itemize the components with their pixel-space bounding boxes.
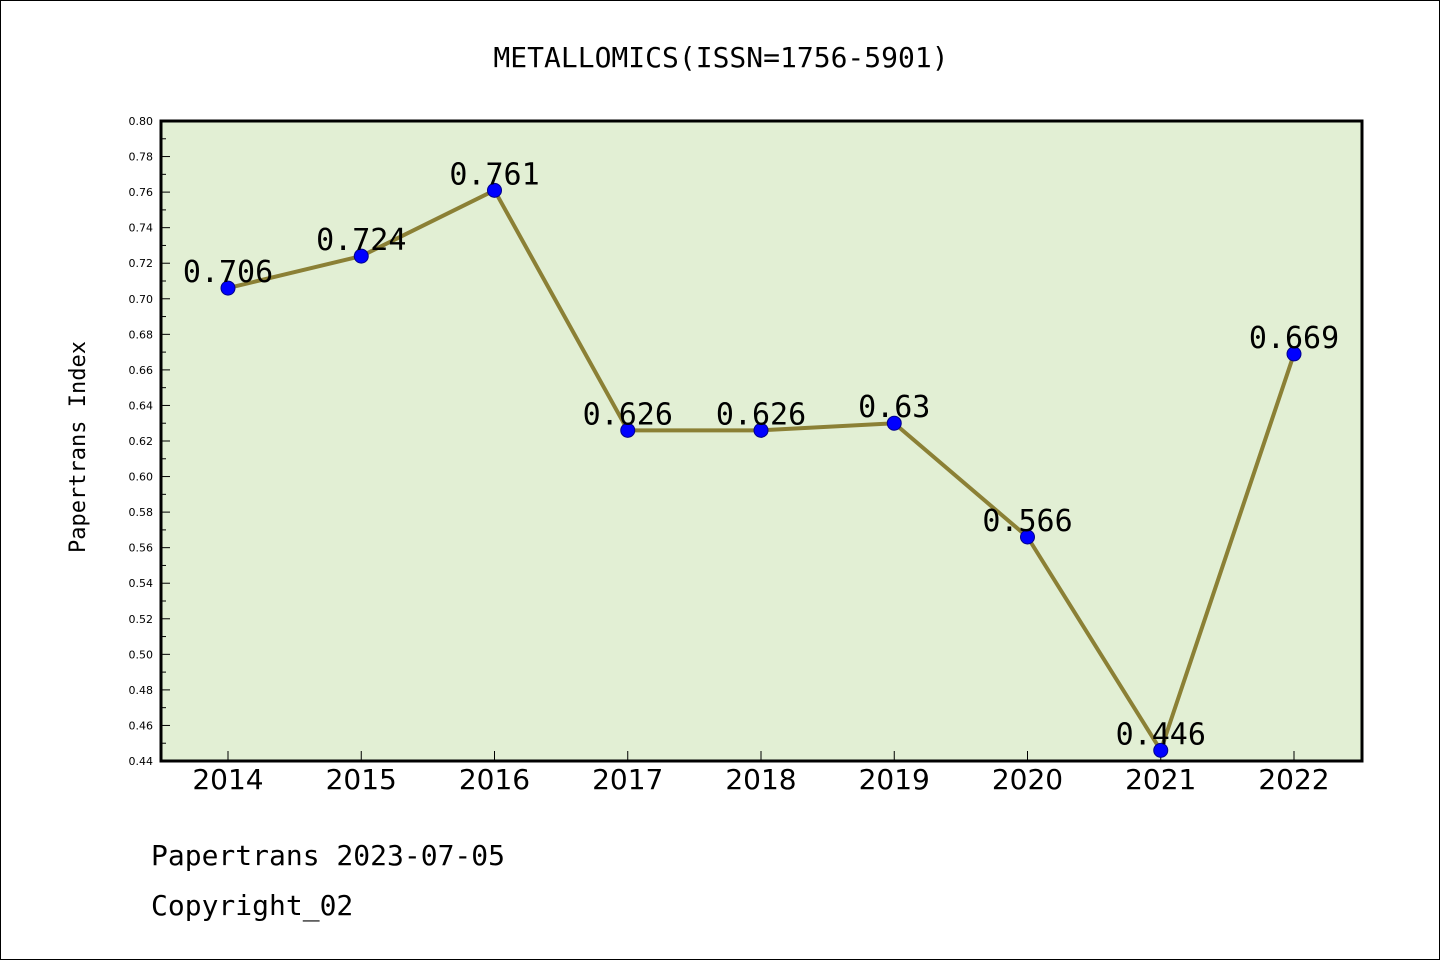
data-point xyxy=(1286,346,1302,362)
data-point xyxy=(753,422,769,438)
x-tick-label: 2014 xyxy=(192,763,263,796)
data-point xyxy=(353,248,369,264)
data-point xyxy=(1020,529,1035,545)
x-tick-label: 2021 xyxy=(1125,763,1196,796)
y-tick-label: 0.74 xyxy=(129,222,154,235)
plot-area xyxy=(161,121,1362,761)
data-point xyxy=(620,422,636,438)
y-tick-label: 0.48 xyxy=(129,684,154,697)
x-tick-label: 2020 xyxy=(992,763,1063,796)
x-axis: 2014 2015 2016 2017 2018 2019 2020 2021 2022 xyxy=(192,751,1330,796)
x-tick-label: 2018 xyxy=(725,763,796,796)
data-label: 0.626 xyxy=(716,397,806,432)
data-label: 0.761 xyxy=(449,157,539,192)
y-tick-label: 0.60 xyxy=(129,471,154,484)
data-label: 0.669 xyxy=(1249,321,1339,356)
y-axis-label: Papertrans Index xyxy=(66,341,91,553)
x-tick-label: 2015 xyxy=(326,763,397,796)
y-tick-label: 0.80 xyxy=(129,115,154,128)
y-tick-label: 0.50 xyxy=(129,648,154,661)
footer-copyright: Copyright_02 xyxy=(151,889,353,923)
data-label: 0.63 xyxy=(858,390,930,425)
data-point xyxy=(1153,742,1169,758)
plot-border xyxy=(159,119,1364,763)
footer-date: Papertrans 2023-07-05 xyxy=(151,839,505,872)
x-tick-label: 2022 xyxy=(1258,763,1329,796)
y-tick-label: 0.68 xyxy=(129,328,154,341)
y-tick-label: 0.66 xyxy=(129,364,154,377)
y-tick-label: 0.64 xyxy=(129,399,154,412)
data-point xyxy=(886,415,902,431)
y-tick-label: 0.54 xyxy=(129,577,154,590)
x-tick-label: 2019 xyxy=(859,763,930,796)
data-label: 0.706 xyxy=(183,255,273,290)
data-label: 0.566 xyxy=(982,504,1072,539)
chart-title: METALLOMICS(ISSN=1756-5901) xyxy=(493,41,948,74)
y-tick-label: 0.72 xyxy=(129,257,154,270)
series-layer: 0.706 0.724 0.761 0.626 0.626 0.63 0.566 0.446 0… xyxy=(183,157,1339,758)
y-tick-label: 0.76 xyxy=(129,186,154,199)
x-tick-label: 2016 xyxy=(459,763,530,796)
data-point xyxy=(487,182,502,198)
data-label: 0.446 xyxy=(1116,717,1206,752)
y-tick-label: 0.56 xyxy=(129,542,154,555)
data-label: 0.626 xyxy=(583,397,673,432)
y-tick-label: 0.62 xyxy=(129,435,154,448)
y-tick-label: 0.70 xyxy=(129,293,154,306)
y-tick-label: 0.58 xyxy=(129,506,154,519)
data-point xyxy=(220,280,236,296)
y-axis: 0.44 0.46 0.48 0.50 0.52 0.54 0.56 0.58 0.60 0.62… xyxy=(129,115,170,768)
y-tick-label: 0.78 xyxy=(129,151,154,164)
y-tick-label: 0.46 xyxy=(129,719,154,732)
data-label: 0.724 xyxy=(316,223,406,258)
x-tick-label: 2017 xyxy=(592,763,663,796)
y-tick-label: 0.52 xyxy=(129,613,154,626)
y-tick-label: 0.44 xyxy=(129,755,154,768)
